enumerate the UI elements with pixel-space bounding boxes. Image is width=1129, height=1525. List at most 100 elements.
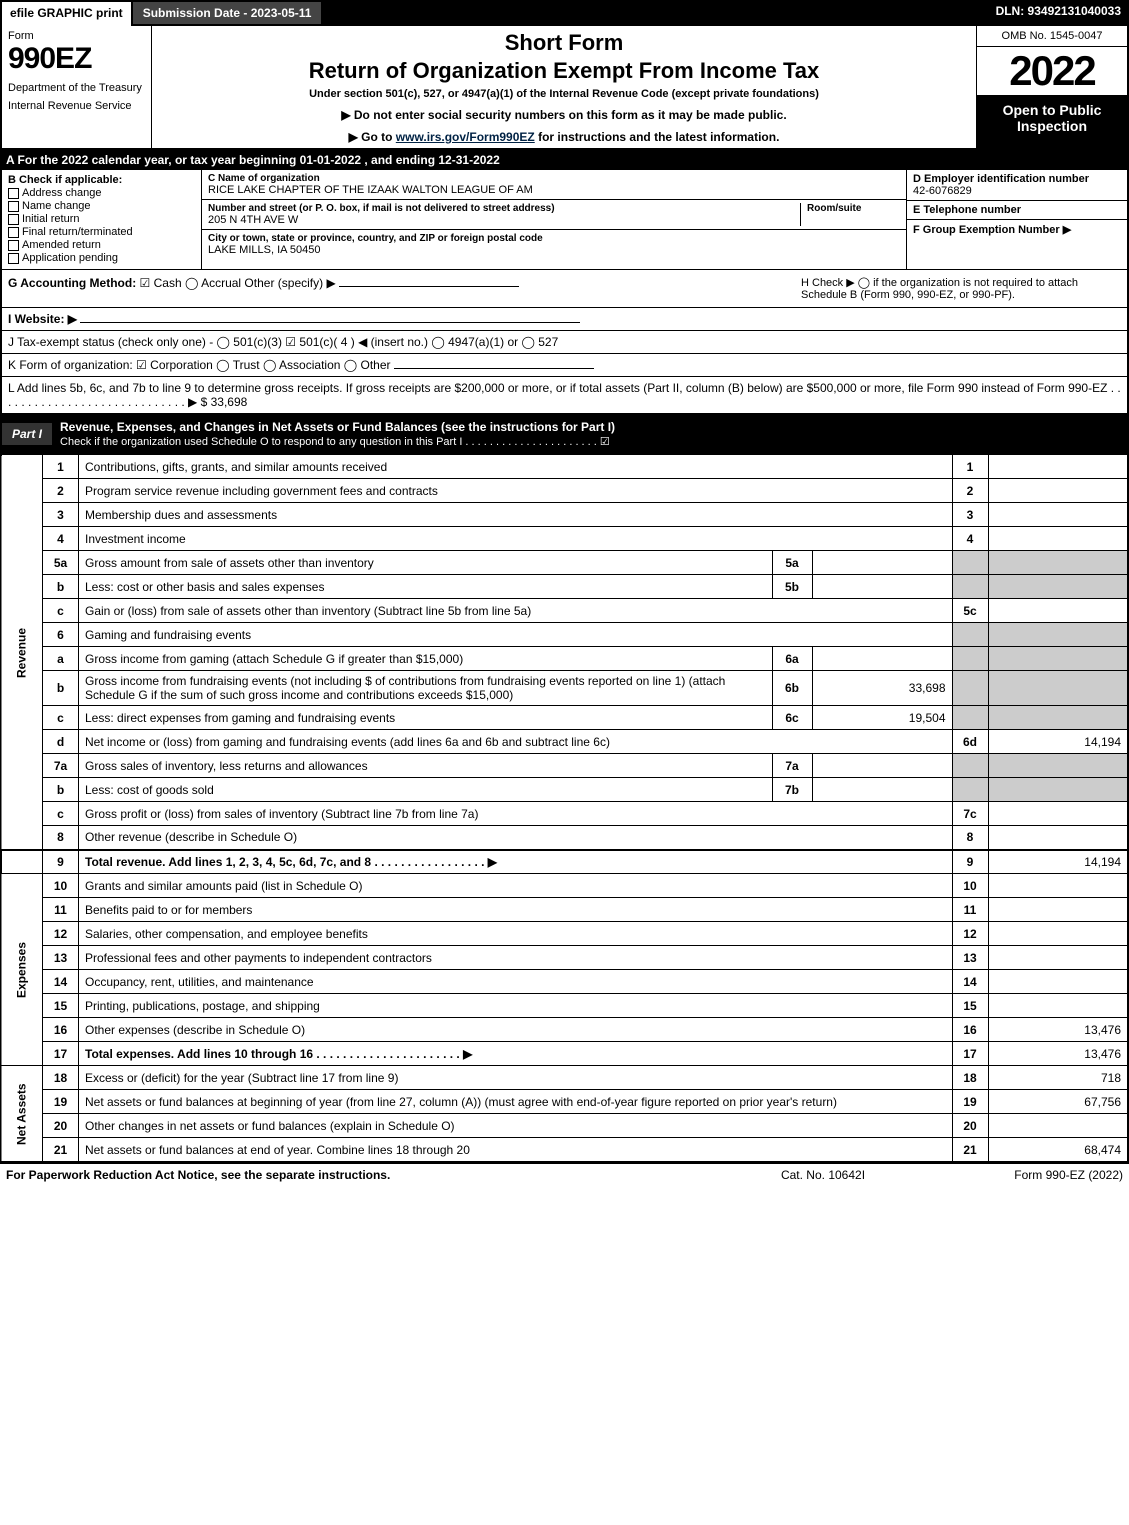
page-footer: For Paperwork Reduction Act Notice, see … [0,1162,1129,1186]
h-label: H Check ▶ ◯ if the organization is not r… [801,276,1121,301]
line-14: 14Occupancy, rent, utilities, and mainte… [1,970,1128,994]
top-bar: efile GRAPHIC print Submission Date - 20… [0,0,1129,26]
part-i-tag: Part I [2,423,52,445]
line-8: 8Other revenue (describe in Schedule O)8 [1,826,1128,850]
goto-post: for instructions and the latest informat… [535,130,780,144]
line-7c: cGross profit or (loss) from sales of in… [1,802,1128,826]
line-6a: aGross income from gaming (attach Schedu… [1,647,1128,671]
gross-receipts-value: 33,698 [211,395,248,409]
phone-row: E Telephone number [907,201,1127,220]
directive-ssn: ▶ Do not enter social security numbers o… [160,108,968,122]
line-7b: bLess: cost of goods sold7b [1,778,1128,802]
row-i-website: I Website: ▶ [0,307,1129,330]
row-a-tax-year: A For the 2022 calendar year, or tax yea… [0,150,1129,170]
subamt-5b [812,575,952,599]
amt-4 [988,527,1128,551]
chk-final-return[interactable]: Final return/terminated [8,226,195,238]
row-l-gross-receipts: L Add lines 5b, 6c, and 7b to line 9 to … [0,376,1129,414]
form-id-block: Form 990EZ Department of the Treasury In… [2,26,152,148]
subamt-7a [812,754,952,778]
city-label: City or town, state or province, country… [208,233,900,244]
street-row: Number and street (or P. O. box, if mail… [202,200,906,230]
amt-17: 13,476 [988,1042,1128,1066]
org-name-label: C Name of organization [208,173,900,184]
subamt-6a [812,647,952,671]
side-net-assets: Net Assets [1,1066,43,1162]
city-row: City or town, state or province, country… [202,230,906,259]
amt-21: 68,474 [988,1138,1128,1162]
footer-catno: Cat. No. 10642I [723,1168,923,1182]
amt-16: 13,476 [988,1018,1128,1042]
subamt-5a [812,551,952,575]
efile-print-label[interactable]: efile GRAPHIC print [0,0,133,26]
org-name-value: RICE LAKE CHAPTER OF THE IZAAK WALTON LE… [208,184,900,196]
line-20: 20Other changes in net assets or fund ba… [1,1114,1128,1138]
line-10: Expenses 10Grants and similar amounts pa… [1,874,1128,898]
directive-goto: ▶ Go to www.irs.gov/Form990EZ for instru… [160,130,968,144]
short-form-label: Short Form [160,30,968,56]
amt-6d: 14,194 [988,730,1128,754]
part-i-header: Part I Revenue, Expenses, and Changes in… [0,414,1129,454]
line-6b: bGross income from fundraising events (n… [1,671,1128,706]
line-3: 3Membership dues and assessments3 [1,503,1128,527]
g-label: G Accounting Method: [8,276,136,290]
amt-1 [988,455,1128,479]
group-exemption-row: F Group Exemption Number ▶ [907,220,1127,239]
line-12: 12Salaries, other compensation, and empl… [1,922,1128,946]
line-2: 2Program service revenue including gover… [1,479,1128,503]
chk-initial-return[interactable]: Initial return [8,213,195,225]
chk-name-change[interactable]: Name change [8,200,195,212]
amt-13 [988,946,1128,970]
section-b-c-d-e-f: B Check if applicable: Address change Na… [0,170,1129,269]
room-label: Room/suite [807,203,900,214]
g-options: ☑ Cash ◯ Accrual Other (specify) ▶ [140,276,336,290]
amt-18: 718 [988,1066,1128,1090]
city-value: LAKE MILLS, IA 50450 [208,244,900,256]
subamt-7b [812,778,952,802]
dept-treasury: Department of the Treasury [8,82,145,94]
form-number: 990EZ [8,42,145,76]
top-spacer [323,0,987,26]
street-label: Number and street (or P. O. box, if mail… [208,203,800,214]
lines-table: Revenue 1 Contributions, gifts, grants, … [0,454,1129,1162]
line-6d: dNet income or (loss) from gaming and fu… [1,730,1128,754]
line-7a: 7aGross sales of inventory, less returns… [1,754,1128,778]
ein-value: 42-6076829 [913,185,1121,197]
amt-12 [988,922,1128,946]
line-16: 16Other expenses (describe in Schedule O… [1,1018,1128,1042]
line-9: 9Total revenue. Add lines 1, 2, 3, 4, 5c… [1,850,1128,874]
group-exemption-label: F Group Exemption Number ▶ [913,223,1121,236]
phone-label: E Telephone number [913,204,1121,216]
subamt-6b: 33,698 [812,671,952,706]
goto-pre: ▶ Go to [349,130,396,144]
chk-application-pending[interactable]: Application pending [8,252,195,264]
section-b-label: B Check if applicable: [8,174,195,186]
line-17: 17Total expenses. Add lines 10 through 1… [1,1042,1128,1066]
amt-9: 14,194 [988,850,1128,874]
part-i-title: Revenue, Expenses, and Changes in Net As… [60,420,615,434]
omb-number: OMB No. 1545-0047 [977,26,1127,47]
line-6: 6Gaming and fundraising events [1,623,1128,647]
amt-8 [988,826,1128,850]
chk-address-change[interactable]: Address change [8,187,195,199]
side-revenue: Revenue [1,455,43,850]
tax-year: 2022 [977,47,1127,96]
amt-15 [988,994,1128,1018]
chk-amended-return[interactable]: Amended return [8,239,195,251]
return-title: Return of Organization Exempt From Incom… [160,58,968,84]
section-def: D Employer identification number 42-6076… [907,170,1127,269]
dept-irs: Internal Revenue Service [8,100,145,112]
header-right: OMB No. 1545-0047 2022 Open to Public In… [977,26,1127,148]
footer-formref: Form 990-EZ (2022) [923,1168,1123,1182]
line-19: 19Net assets or fund balances at beginni… [1,1090,1128,1114]
amt-11 [988,898,1128,922]
amt-10 [988,874,1128,898]
ein-label: D Employer identification number [913,173,1121,185]
line-6c: cLess: direct expenses from gaming and f… [1,706,1128,730]
line-5b: bLess: cost or other basis and sales exp… [1,575,1128,599]
irs-link[interactable]: www.irs.gov/Form990EZ [396,130,535,144]
amt-5c [988,599,1128,623]
form-word: Form [8,30,145,42]
submission-date: Submission Date - 2023-05-11 [133,0,324,26]
line-21: 21Net assets or fund balances at end of … [1,1138,1128,1162]
